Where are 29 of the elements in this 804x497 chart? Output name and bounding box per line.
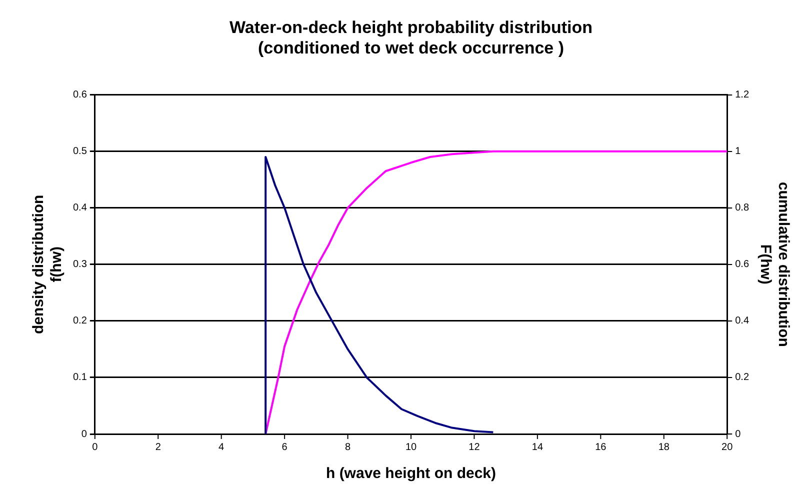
y2-axis-title: cumulative distribution F(hw) — [756, 182, 792, 347]
x-tick-label: 20 — [722, 442, 734, 453]
y-tick-label: 0.4 — [72, 202, 88, 214]
x-tick-label: 6 — [282, 442, 288, 453]
y-tick-label: 0.1 — [72, 372, 88, 384]
y2-tick-label: 1 — [735, 146, 742, 158]
y2-tick-label: 0.2 — [735, 372, 750, 384]
y-tick-label: 0.5 — [72, 146, 88, 158]
y2-tick-label: 1.2 — [735, 90, 750, 101]
x-axis-title: h (wave height on deck) — [326, 465, 496, 482]
y-tick-label: 0.6 — [72, 90, 88, 101]
x-tick-label: 2 — [155, 442, 162, 453]
x-tick-label: 0 — [92, 442, 98, 453]
y-axis-title: density distribution f(hw) — [30, 194, 66, 334]
x-tick-label: 14 — [532, 442, 544, 453]
x-tick-label: 10 — [405, 442, 417, 453]
chart-title: Water-on-deck height probability distribution (conditioned to wet deck occurrence ) — [230, 18, 592, 58]
x-tick-label: 16 — [595, 442, 607, 453]
y2-tick-label: 0.4 — [735, 316, 750, 327]
y-tick-label: 0.3 — [72, 259, 88, 270]
y2-tick-label: 0 — [735, 428, 742, 440]
y2-tick-label: 0.8 — [735, 202, 750, 214]
y-tick-label: 0.2 — [72, 316, 88, 327]
y2-tick-label: 0.6 — [735, 259, 750, 270]
y-tick-label: 0 — [81, 428, 88, 440]
x-tick-label: 18 — [658, 442, 670, 453]
x-tick-label: 8 — [345, 442, 351, 453]
x-tick-label: 12 — [468, 442, 480, 453]
x-tick-label: 4 — [218, 442, 225, 453]
